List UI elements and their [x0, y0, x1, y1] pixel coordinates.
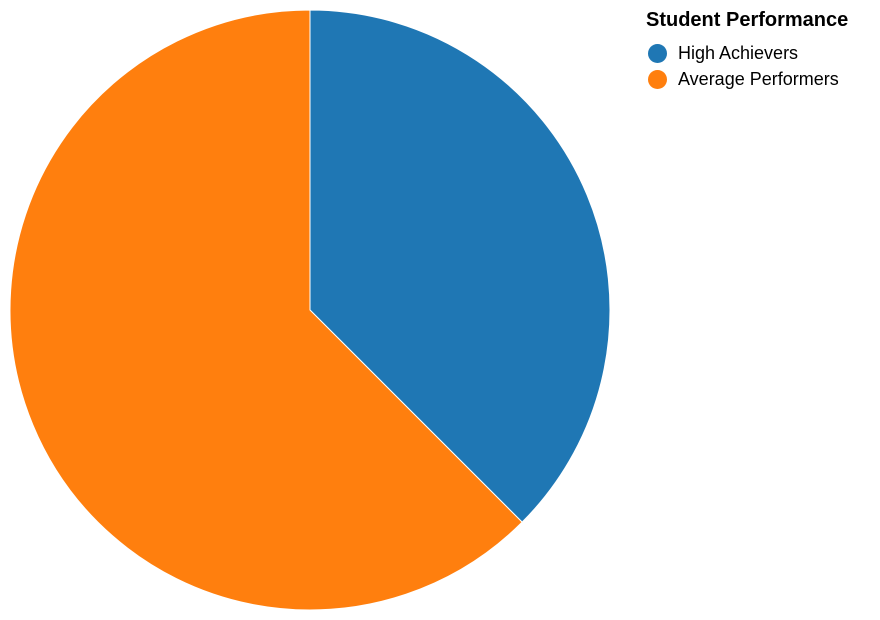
legend-items: High Achievers Average Performers: [646, 40, 876, 92]
legend-label-average-performers: Average Performers: [678, 68, 839, 89]
legend-item-average-performers: Average Performers: [646, 66, 876, 92]
legend-title: Student Performance: [646, 9, 849, 31]
pie-slice-high-achievers: [309, 9, 611, 523]
legend-item-high-achievers: High Achievers: [646, 40, 876, 66]
legend-swatch-average-performers: [648, 69, 667, 89]
legend: Student Performance High Achievers Avera…: [646, 8, 876, 92]
legend-label-high-achievers: High Achievers: [678, 42, 799, 63]
pie-slice-average-performers: [9, 9, 523, 611]
legend-swatch-high-achievers: [648, 43, 667, 63]
pie-slices: [9, 9, 611, 611]
